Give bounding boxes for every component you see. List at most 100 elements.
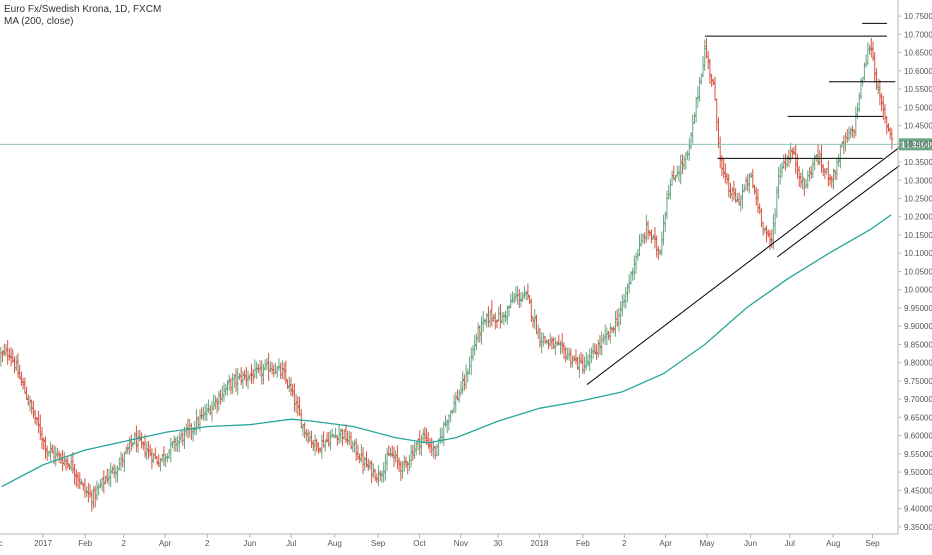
ohlc-bar xyxy=(2,343,6,357)
ohlc-bar xyxy=(85,486,89,498)
ohlc-bar xyxy=(346,430,350,446)
ohlc-bar xyxy=(624,286,628,309)
trendline[interactable] xyxy=(777,165,900,258)
ohlc-bar xyxy=(478,325,482,343)
ohlc-bar xyxy=(682,155,686,170)
ohlc-bar xyxy=(809,165,813,179)
ohlc-bar xyxy=(222,382,226,402)
ohlc-bar xyxy=(377,465,381,487)
ohlc-bar xyxy=(320,434,324,460)
ohlc-bar xyxy=(315,438,319,452)
ohlc-bar xyxy=(112,463,116,478)
ohlc-bar xyxy=(746,174,750,192)
ohlc-bar xyxy=(109,462,113,487)
ohlc-bar xyxy=(564,346,568,363)
time-tick-label: Nov xyxy=(454,539,468,548)
ohlc-bar xyxy=(186,418,190,439)
ohlc-bar xyxy=(330,428,334,438)
ohlc-bar xyxy=(442,421,446,447)
ohlc-bar xyxy=(741,183,745,209)
ohlc-bar xyxy=(811,158,815,178)
ohlc-bar xyxy=(571,355,575,368)
ohlc-bar xyxy=(19,371,23,386)
ohlc-bar xyxy=(287,376,291,392)
ohlc-bar xyxy=(468,356,472,375)
drawings-layer xyxy=(586,22,900,385)
ohlc-bar xyxy=(565,347,569,361)
ohlc-bar xyxy=(404,456,408,468)
ohlc-bar xyxy=(488,310,492,328)
ohlc-bar xyxy=(553,337,557,356)
ohlc-bar xyxy=(854,106,858,137)
ohlc-bar xyxy=(299,408,303,429)
ohlc-bar xyxy=(521,291,525,302)
ohlc-bar xyxy=(430,437,434,457)
ohlc-bar xyxy=(167,448,171,459)
ohlc-bar xyxy=(754,186,758,206)
ohlc-bar xyxy=(457,389,461,404)
ohlc-bar xyxy=(885,116,889,135)
ohlc-bar xyxy=(758,203,762,215)
ohlc-bar xyxy=(31,400,35,419)
ohlc-bar xyxy=(335,435,339,446)
ohlc-bar xyxy=(536,324,540,339)
ohlc-bar xyxy=(298,396,302,416)
ohlc-bar xyxy=(759,208,763,228)
time-tick-label: Dec xyxy=(0,539,3,548)
ohlc-bar xyxy=(502,311,506,326)
ohlc-bar xyxy=(121,453,125,468)
ohlc-bar xyxy=(773,208,777,235)
trendline[interactable] xyxy=(586,147,900,385)
ohlc-bar xyxy=(69,453,73,472)
price-tick-label: 10.45000 xyxy=(904,122,932,131)
ohlc-bar xyxy=(260,360,264,385)
ohlc-bar xyxy=(813,154,817,171)
ohlc-bar xyxy=(389,447,393,458)
ohlc-bar xyxy=(143,434,147,458)
ohlc-bar xyxy=(540,332,544,354)
ohlc-bar xyxy=(562,342,566,360)
price-tick-label: 10.60000 xyxy=(904,67,932,76)
ohlc-bar xyxy=(866,42,870,65)
ohlc-bar xyxy=(708,58,712,84)
ohlc-bar xyxy=(66,457,70,469)
last-price-label: 10.39840 xyxy=(901,140,932,149)
ohlc-bar xyxy=(217,390,221,411)
ohlc-bar xyxy=(54,446,58,467)
ohlc-bar xyxy=(136,430,140,454)
ohlc-bar xyxy=(236,367,240,396)
price-axis: 10.75000 10.70000 10.65000 10.60000 10.55000… xyxy=(897,0,932,534)
ohlc-bar xyxy=(344,424,348,444)
ohlc-bar xyxy=(675,166,679,177)
ohlc-bar xyxy=(505,305,509,325)
last-price-line: 10.39840 xyxy=(0,138,932,151)
ohlc-bar xyxy=(890,128,894,150)
ohlc-bar xyxy=(507,304,511,317)
ohlc-bar xyxy=(656,246,660,260)
price-tick-label: 10.70000 xyxy=(904,30,932,39)
ohlc-bar xyxy=(825,167,829,175)
ohlc-bar xyxy=(368,460,372,470)
ohlc-bar xyxy=(394,450,398,463)
ohlc-bar xyxy=(534,314,538,334)
ohlc-bar xyxy=(356,444,360,460)
price-tick-label: 9.80000 xyxy=(904,359,932,368)
ohlc-bar xyxy=(409,445,413,468)
ohlc-bar xyxy=(761,221,765,236)
ohlc-bar xyxy=(873,52,877,83)
ohlc-bar xyxy=(826,160,830,187)
ohlc-bar xyxy=(850,125,854,138)
ohlc-bar xyxy=(605,327,609,346)
time-tick-label: Jul xyxy=(286,539,296,548)
ohlc-bar xyxy=(131,441,135,448)
ohlc-bar xyxy=(157,454,161,468)
ohlc-bar xyxy=(864,54,868,68)
ohlc-bar xyxy=(763,227,767,234)
ohlc-bar xyxy=(401,461,405,479)
time-tick-label: Oct xyxy=(413,539,426,548)
ohlc-bar xyxy=(876,78,880,95)
indicator-title: MA (200, close) xyxy=(4,16,74,27)
price-tick-label: 10.30000 xyxy=(904,176,932,185)
